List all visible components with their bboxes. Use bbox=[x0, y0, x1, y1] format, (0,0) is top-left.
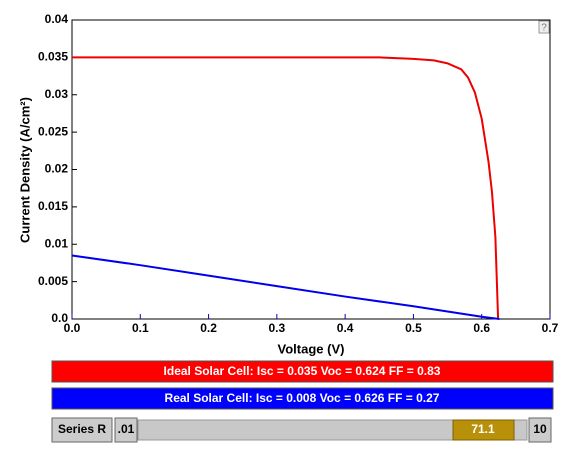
series-line bbox=[71, 254, 500, 320]
y-tick-label: 0.02 bbox=[45, 162, 69, 176]
slider-thumb[interactable] bbox=[452, 419, 515, 441]
x-tick-label: 0.1 bbox=[132, 321, 149, 335]
x-tick-label: 0.4 bbox=[337, 321, 354, 335]
status-text: Ideal Solar Cell: Isc = 0.035 Voc = 0.62… bbox=[164, 364, 441, 378]
x-axis-title: Voltage (V) bbox=[278, 341, 345, 356]
y-tick-label: 0.0 bbox=[51, 311, 68, 325]
slider-max-box bbox=[528, 417, 552, 443]
plot-area bbox=[71, 19, 551, 320]
x-tick-label: 0.2 bbox=[200, 321, 217, 335]
y-tick-label: 0.005 bbox=[38, 274, 68, 288]
status-text: Real Solar Cell: Isc = 0.008 Voc = 0.626… bbox=[165, 391, 440, 405]
y-tick-label: 0.015 bbox=[38, 199, 68, 213]
help-icon[interactable] bbox=[538, 20, 550, 34]
slider-min-box bbox=[114, 417, 138, 443]
slider-value: 71.1 bbox=[471, 422, 495, 436]
status-bar bbox=[51, 387, 554, 410]
y-tick-label: 0.04 bbox=[45, 12, 69, 26]
status-bar bbox=[51, 360, 554, 383]
y-axis-title: Current Density (A/cm²) bbox=[17, 97, 32, 243]
y-tick-label: 0.03 bbox=[45, 87, 69, 101]
slider-max: 10 bbox=[533, 422, 547, 436]
slider-min: .01 bbox=[118, 422, 135, 436]
slider-track[interactable] bbox=[137, 419, 528, 441]
slider-label-box bbox=[51, 417, 113, 443]
x-tick-label: 0.6 bbox=[473, 321, 490, 335]
y-tick-label: 0.025 bbox=[38, 124, 68, 138]
help-text[interactable]: ? bbox=[541, 23, 547, 34]
slider-label: Series R bbox=[58, 422, 106, 436]
y-tick-label: 0.01 bbox=[45, 236, 69, 250]
x-tick-label: 0.7 bbox=[542, 321, 559, 335]
y-tick-label: 0.035 bbox=[38, 50, 68, 64]
x-tick-label: 0.5 bbox=[405, 321, 422, 335]
x-tick-label: 0.0 bbox=[64, 321, 81, 335]
x-tick-label: 0.3 bbox=[269, 321, 286, 335]
series-line bbox=[72, 56, 500, 320]
